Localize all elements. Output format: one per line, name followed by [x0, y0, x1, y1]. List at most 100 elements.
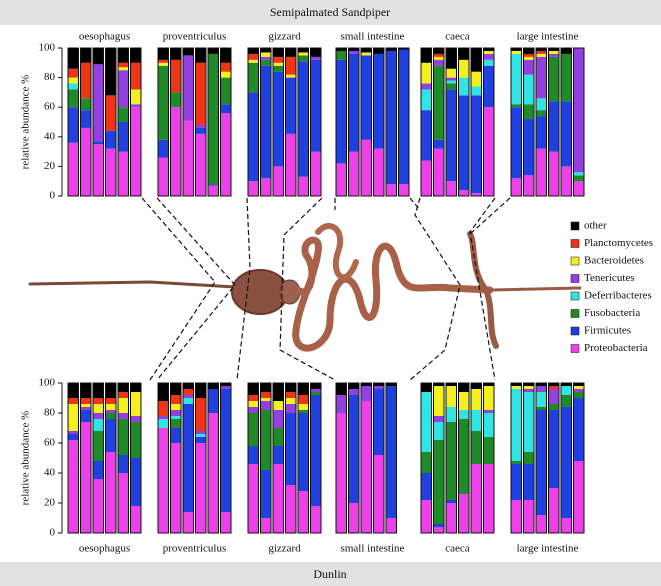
bar-segment: [260, 401, 271, 410]
bar-segment: [483, 53, 494, 60]
bar-outline: [260, 47, 272, 197]
bar-segment: [511, 178, 522, 196]
bar-segment: [260, 392, 271, 398]
legend-label: Proteobacteria: [584, 342, 648, 354]
bar-segment: [118, 107, 129, 122]
bar-segment: [298, 491, 309, 533]
bar-segment: [336, 50, 347, 60]
bar-segment: [170, 107, 181, 196]
bar-segment: [523, 464, 534, 500]
bar-segment: [548, 151, 559, 196]
bar-segment: [170, 404, 181, 410]
bar-outline: [130, 47, 142, 197]
bar-segment: [433, 416, 444, 422]
bar-segment: [248, 53, 259, 60]
bar-outline: [348, 382, 360, 534]
bar-segment: [446, 89, 457, 182]
bar-segment: [248, 48, 259, 54]
bar-segment: [348, 53, 359, 152]
bar-segment: [433, 53, 444, 57]
bar-segment: [483, 59, 494, 66]
legend-swatch: [570, 239, 580, 248]
bar-segment: [446, 503, 457, 533]
bar-segment: [446, 422, 457, 500]
bar-segment: [68, 77, 79, 84]
bar-outline: [207, 382, 219, 534]
bar-segment: [573, 386, 584, 389]
bar-segment: [536, 386, 547, 392]
bar-segment: [336, 395, 347, 413]
bar-segment: [523, 383, 534, 386]
bar-segment: [248, 401, 259, 407]
y-tick-label: 80: [44, 407, 56, 419]
bar-segment: [421, 383, 432, 392]
y-tick-label: 60: [44, 437, 56, 449]
bar-segment: [511, 383, 522, 386]
legend-swatch: [570, 309, 580, 318]
bar-outline: [523, 382, 535, 534]
bar-segment: [248, 395, 259, 401]
bar-outline: [157, 382, 169, 534]
bar-segment: [285, 383, 296, 392]
bar-outline: [157, 47, 169, 197]
bar-segment: [483, 410, 494, 413]
bar-segment: [433, 48, 444, 54]
bar-outline: [385, 382, 397, 534]
bar-outline: [130, 382, 142, 534]
bar-segment: [523, 53, 534, 57]
bar-outline: [548, 47, 560, 197]
bar-segment: [536, 48, 547, 51]
bar-segment: [361, 386, 372, 401]
bar-segment: [446, 80, 457, 84]
bar-outline: [573, 47, 585, 197]
bar-segment: [285, 413, 296, 485]
bar-segment: [183, 404, 194, 512]
bar-segment: [446, 77, 457, 81]
bar-segment: [483, 65, 494, 108]
bar-segment: [573, 389, 584, 392]
bar-segment: [273, 401, 284, 410]
bar-segment: [93, 398, 104, 404]
bar-segment: [561, 407, 572, 518]
bar-segment: [511, 389, 522, 461]
bar-segment: [93, 479, 104, 533]
bar-segment: [183, 512, 194, 533]
bar-outline: [335, 382, 347, 534]
bar-segment: [285, 404, 296, 413]
bar-segment: [471, 193, 482, 196]
bar-segment: [298, 383, 309, 395]
legend-label: Fusobacteria: [584, 307, 640, 319]
bar-segment: [310, 48, 321, 57]
legend-swatch: [570, 291, 580, 301]
bar-segment: [118, 70, 129, 108]
bar-segment: [68, 383, 79, 398]
bar-segment: [158, 428, 169, 533]
bar-outline: [373, 382, 385, 534]
bar-segment: [561, 53, 572, 102]
bar-segment: [483, 50, 494, 54]
bar-segment: [260, 518, 271, 533]
bar-segment: [248, 407, 259, 413]
bar-outline: [285, 382, 297, 534]
bar-segment: [310, 389, 321, 392]
bar-segment: [511, 464, 522, 500]
bar-segment: [548, 53, 559, 57]
bar-outline: [573, 382, 585, 534]
bar-segment: [536, 53, 547, 57]
bar-segment: [310, 392, 321, 395]
bar-segment: [195, 431, 206, 434]
bar-segment: [373, 383, 384, 386]
bar-outline: [182, 382, 194, 534]
bar-segment: [298, 404, 309, 410]
y-tick-label: 20: [44, 497, 56, 509]
bar-segment: [130, 48, 141, 63]
bar-segment: [536, 116, 547, 149]
bar-segment: [511, 107, 522, 179]
bar-outline: [445, 382, 457, 534]
bar-segment: [68, 68, 79, 78]
bar-segment: [561, 383, 572, 386]
legend-label: other: [584, 220, 607, 232]
bar-segment: [118, 67, 129, 71]
bar-segment: [183, 120, 194, 196]
bar-outline: [117, 382, 129, 534]
